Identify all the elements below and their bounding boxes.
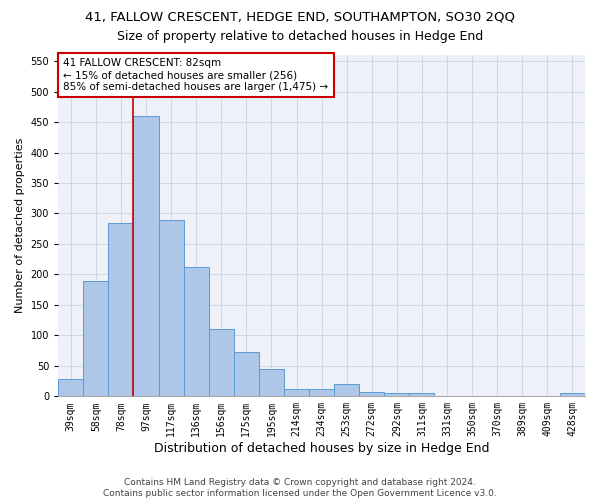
Bar — [109, 222, 133, 396]
Bar — [234, 352, 259, 397]
X-axis label: Distribution of detached houses by size in Hedge End: Distribution of detached houses by size … — [154, 442, 490, 455]
Text: Contains HM Land Registry data © Crown copyright and database right 2024.
Contai: Contains HM Land Registry data © Crown c… — [103, 478, 497, 498]
Bar — [133, 116, 158, 396]
Bar — [309, 389, 334, 396]
Y-axis label: Number of detached properties: Number of detached properties — [15, 138, 25, 314]
Bar — [58, 380, 83, 396]
Bar — [334, 384, 359, 396]
Text: 41 FALLOW CRESCENT: 82sqm
← 15% of detached houses are smaller (256)
85% of semi: 41 FALLOW CRESCENT: 82sqm ← 15% of detac… — [64, 58, 329, 92]
Text: Size of property relative to detached houses in Hedge End: Size of property relative to detached ho… — [117, 30, 483, 43]
Bar — [184, 266, 209, 396]
Bar — [385, 394, 409, 396]
Bar — [359, 392, 385, 396]
Bar — [284, 389, 309, 396]
Text: 41, FALLOW CRESCENT, HEDGE END, SOUTHAMPTON, SO30 2QQ: 41, FALLOW CRESCENT, HEDGE END, SOUTHAMP… — [85, 10, 515, 23]
Bar — [83, 280, 109, 396]
Bar — [409, 394, 434, 396]
Bar — [259, 369, 284, 396]
Bar — [158, 220, 184, 396]
Bar — [209, 330, 234, 396]
Bar — [560, 394, 585, 396]
